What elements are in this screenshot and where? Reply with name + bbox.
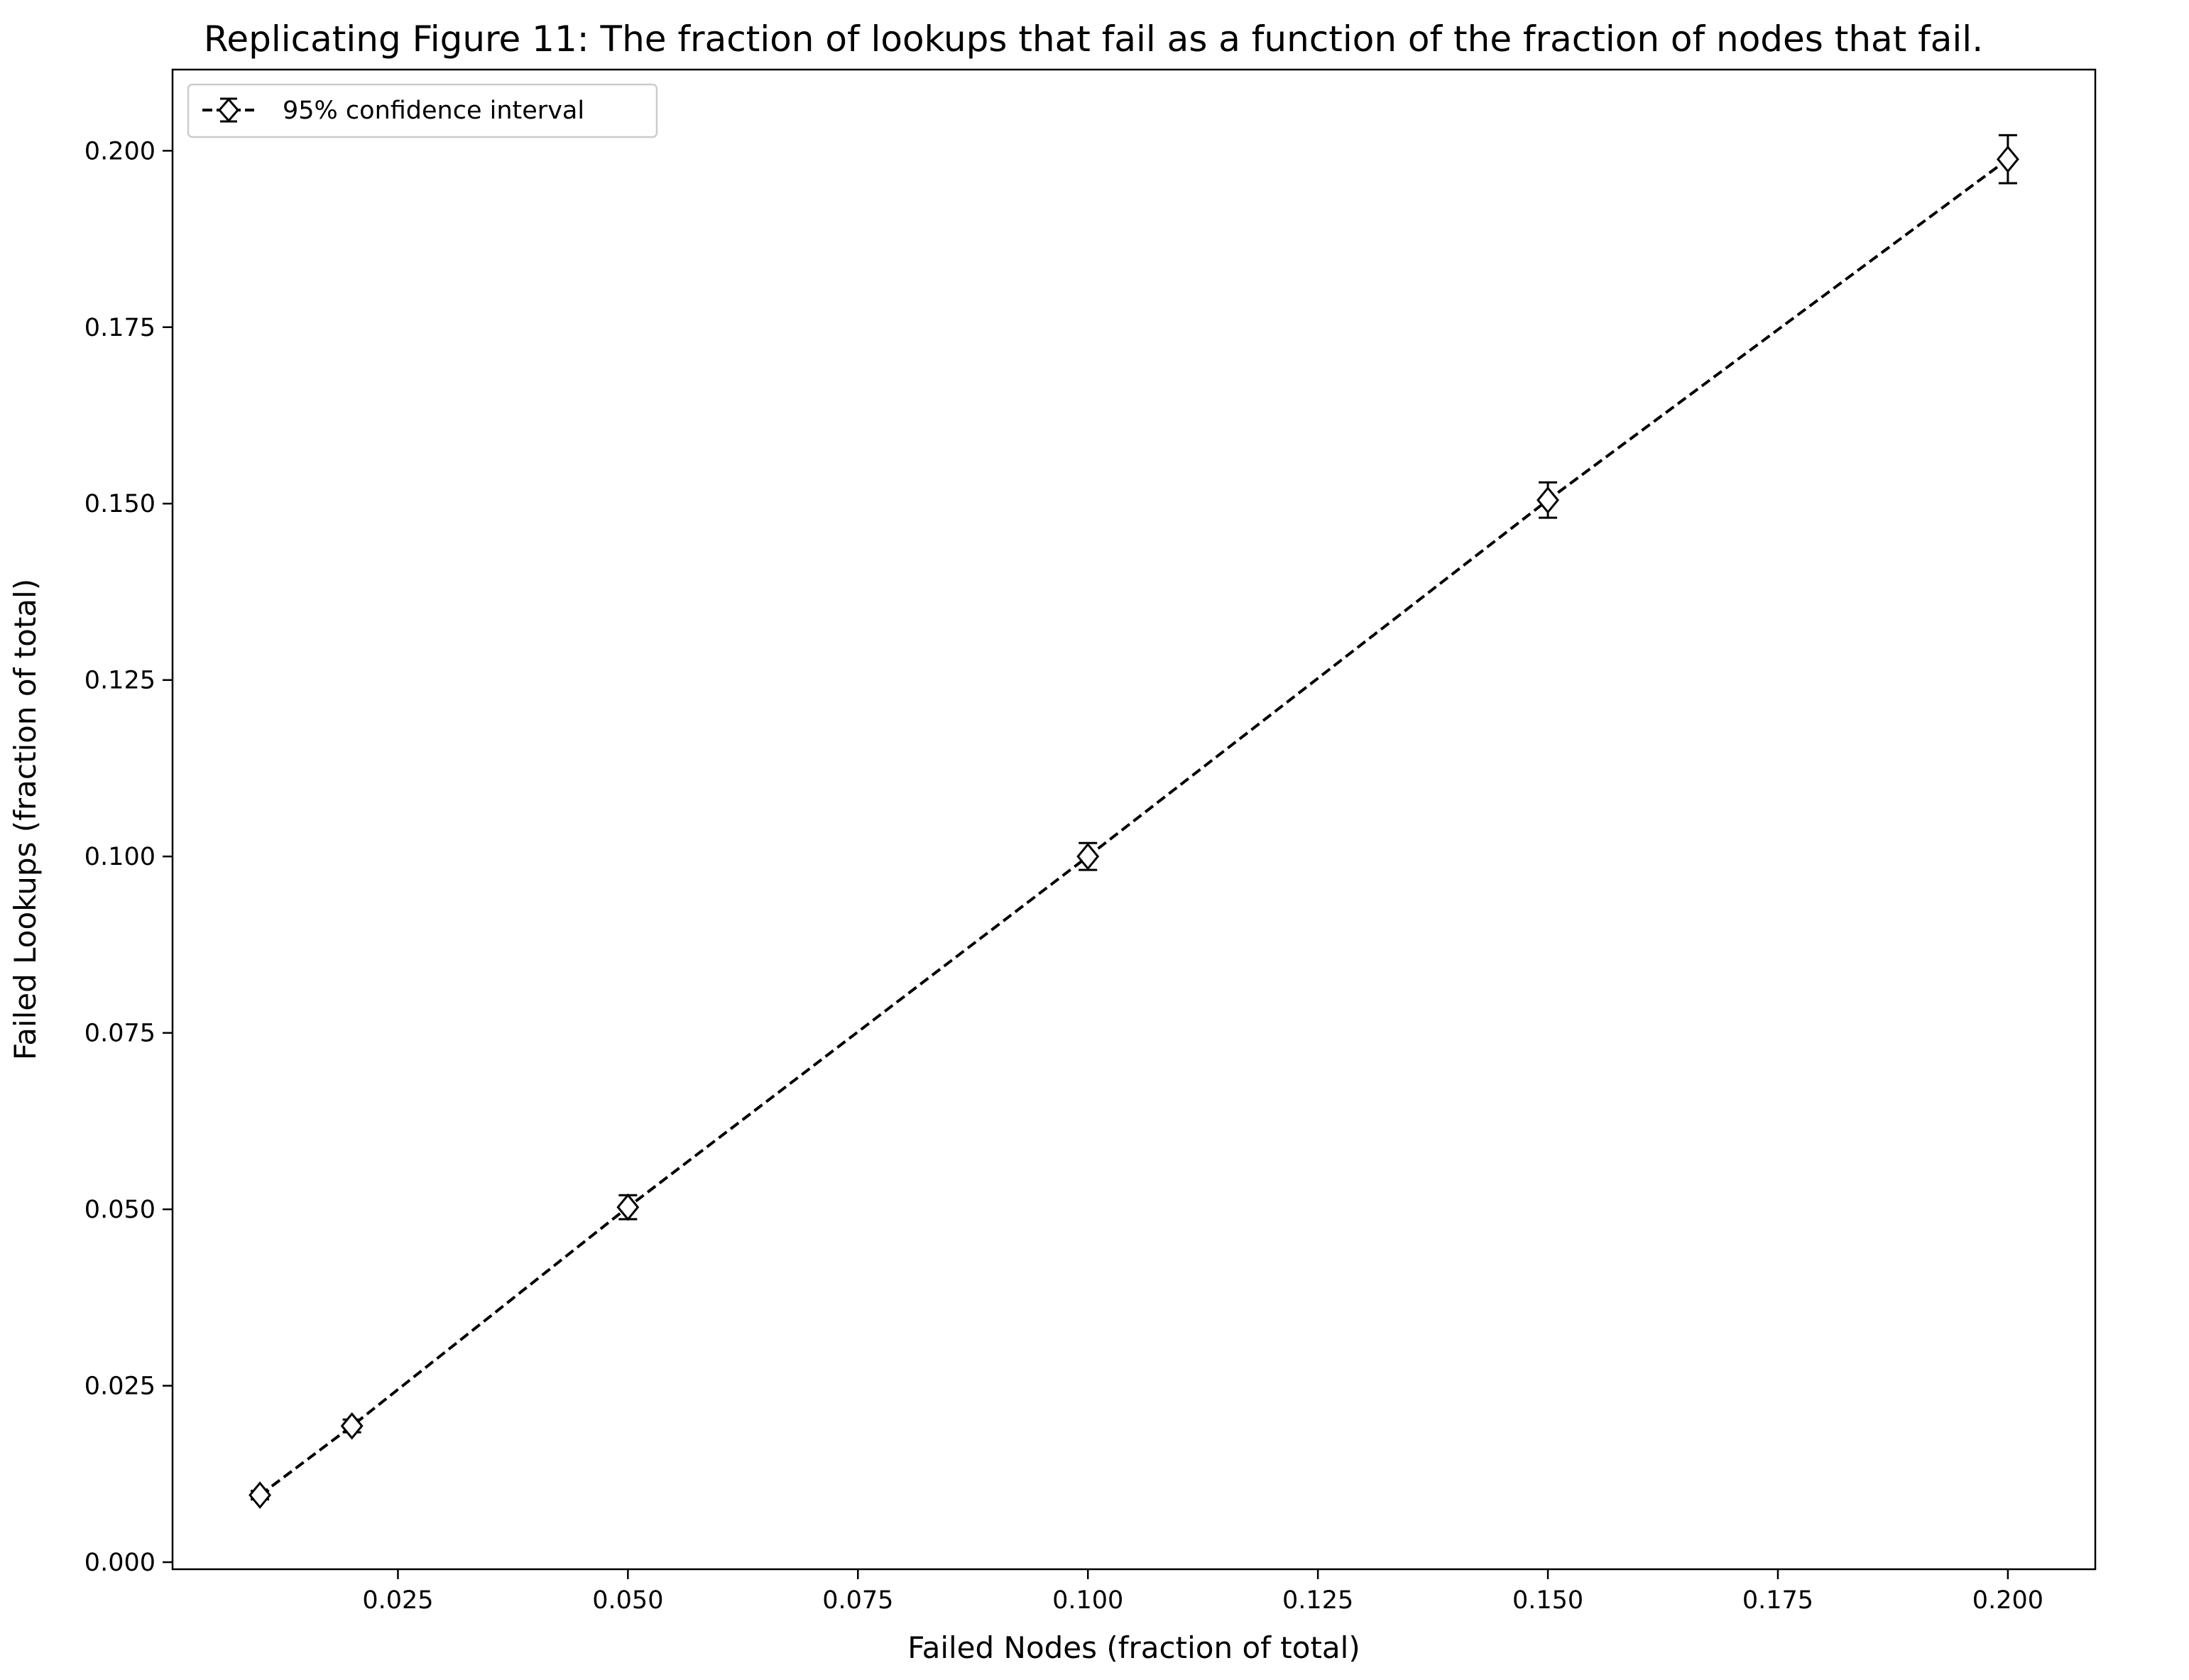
y-tick-label: 0.125 — [84, 667, 155, 695]
x-tick-label: 0.075 — [822, 1586, 893, 1615]
data-point-marker — [616, 1193, 640, 1221]
data-point-marker — [1996, 145, 2019, 173]
x-tick-label: 0.025 — [362, 1586, 433, 1615]
data-point-marker — [1076, 842, 1100, 871]
x-tick-label: 0.150 — [1512, 1586, 1583, 1615]
y-tick-label: 0.075 — [84, 1020, 155, 1048]
series-line — [258, 158, 2009, 1497]
y-tick-label: 0.100 — [84, 843, 155, 871]
y-tick-label: 0.000 — [84, 1549, 155, 1577]
legend-label: 95% confidence interval — [283, 97, 584, 125]
data-point-marker — [340, 1412, 364, 1440]
y-tick-label: 0.150 — [84, 490, 155, 518]
data-point-marker — [249, 1481, 272, 1510]
x-tick-label: 0.125 — [1282, 1586, 1353, 1615]
legend-diamond-marker — [218, 97, 239, 123]
y-axis: 0.000 0.025 0.050 0.075 0.100 0.125 0.150 0.175… — [84, 137, 173, 1577]
x-axis-label: Failed Nodes (fraction of total) — [907, 1630, 1360, 1665]
data-point-marker — [1536, 486, 1560, 514]
x-tick-label: 0.050 — [592, 1586, 663, 1615]
legend: 95% confidence interval — [187, 83, 658, 138]
y-tick-label: 0.050 — [84, 1196, 155, 1224]
plot-area — [171, 68, 2097, 1571]
y-tick-label: 0.175 — [84, 314, 155, 342]
x-tick-label: 0.100 — [1052, 1586, 1123, 1615]
y-tick-label: 0.025 — [84, 1373, 155, 1401]
y-axis-label: Failed Lookups (fraction of total) — [8, 579, 43, 1060]
series-layer — [249, 133, 2019, 1510]
x-axis: 0.025 0.050 0.075 0.100 0.125 0.150 0.175 0.200 — [362, 1569, 2043, 1615]
x-tick-label: 0.200 — [1972, 1586, 2043, 1615]
chart-title: Replicating Figure 11: The fraction of l… — [204, 18, 1983, 60]
y-tick-label: 0.200 — [84, 137, 155, 165]
legend-box — [187, 83, 658, 138]
x-tick-label: 0.175 — [1742, 1586, 1813, 1615]
